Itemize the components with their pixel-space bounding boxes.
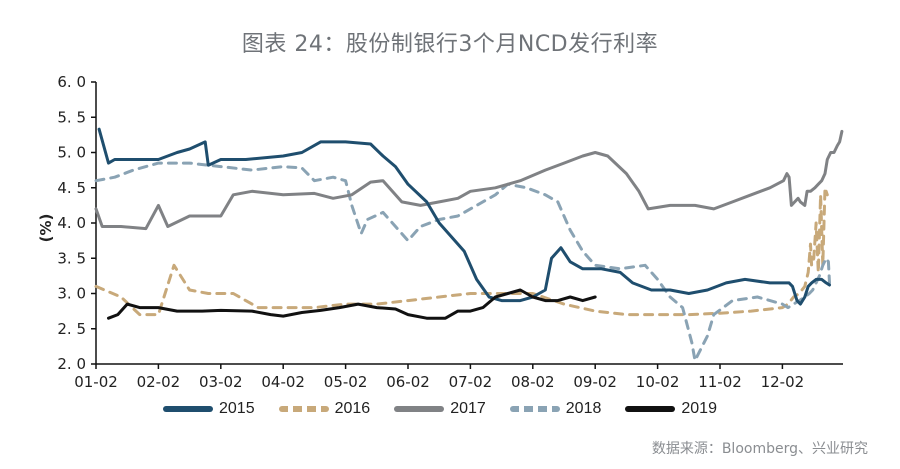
legend-swatch-2018 <box>509 406 560 412</box>
series-line-2016 <box>94 186 829 317</box>
y-axis-label: (%) <box>37 214 55 243</box>
y-tick-label: 3. 0 <box>57 285 86 303</box>
x-tick-label: 10-02 <box>636 373 680 391</box>
x-tick-label: 11-02 <box>698 373 742 391</box>
series-line-2017 <box>94 129 844 231</box>
legend-item-2017: 2017 <box>394 400 486 418</box>
x-tick-label: 07-02 <box>449 373 493 391</box>
data-source-note: 数据来源：Bloomberg、兴业研究 <box>651 441 868 457</box>
legend-item-2018: 2018 <box>509 400 602 418</box>
series-line-2019 <box>107 288 597 320</box>
x-tick-label: 04-02 <box>261 373 305 391</box>
axes: 2. 0 2. 5 3. 0 3. 5 4. 0 4. 5 5. 0 5. 5 6. 0 01-0… <box>37 73 843 391</box>
y-tick-label: 2. 5 <box>57 320 86 338</box>
x-tick-label: 06-02 <box>386 373 430 391</box>
legend-label-2019: 2019 <box>681 400 717 417</box>
y-tick-label: 5. 5 <box>57 108 86 126</box>
y-tick-label: 4. 0 <box>57 214 86 232</box>
chart-title: 图表 24：股份制银行3个月NCD发行利率 <box>241 32 659 57</box>
series-line-2015 <box>97 127 831 306</box>
x-tick-label: 01-02 <box>74 373 118 391</box>
legend-label-2017: 2017 <box>450 400 486 417</box>
legend-item-2016: 2016 <box>278 400 371 418</box>
chart-legend: 2015 2016 2017 2018 2019 <box>163 400 741 418</box>
x-tick-label: 03-02 <box>199 373 243 391</box>
y-tick-label: 6. 0 <box>57 73 86 91</box>
y-tick-label: 3. 5 <box>57 249 86 267</box>
legend-item-2015: 2015 <box>163 400 255 418</box>
series-line-2018 <box>94 161 831 362</box>
legend-swatch-2016 <box>278 406 329 412</box>
x-tick-label: 02-02 <box>137 373 181 391</box>
y-tick-label: 5. 0 <box>57 144 86 162</box>
x-tick-label: 09-02 <box>573 373 617 391</box>
legend-label-2018: 2018 <box>565 400 602 417</box>
legend-label-2015: 2015 <box>219 400 255 417</box>
legend-item-2019: 2019 <box>625 400 717 418</box>
x-tick-label: 08-02 <box>511 373 555 391</box>
legend-swatch-2017 <box>394 406 445 412</box>
legend-swatch-2019 <box>625 406 676 412</box>
y-tick-label: 2. 0 <box>57 355 86 373</box>
x-tick-label: 05-02 <box>324 373 368 391</box>
legend-swatch-2015 <box>163 406 213 412</box>
x-tick-label: 12-02 <box>761 373 805 391</box>
legend-label-2016: 2016 <box>334 400 371 417</box>
y-tick-label: 4. 5 <box>57 179 86 197</box>
